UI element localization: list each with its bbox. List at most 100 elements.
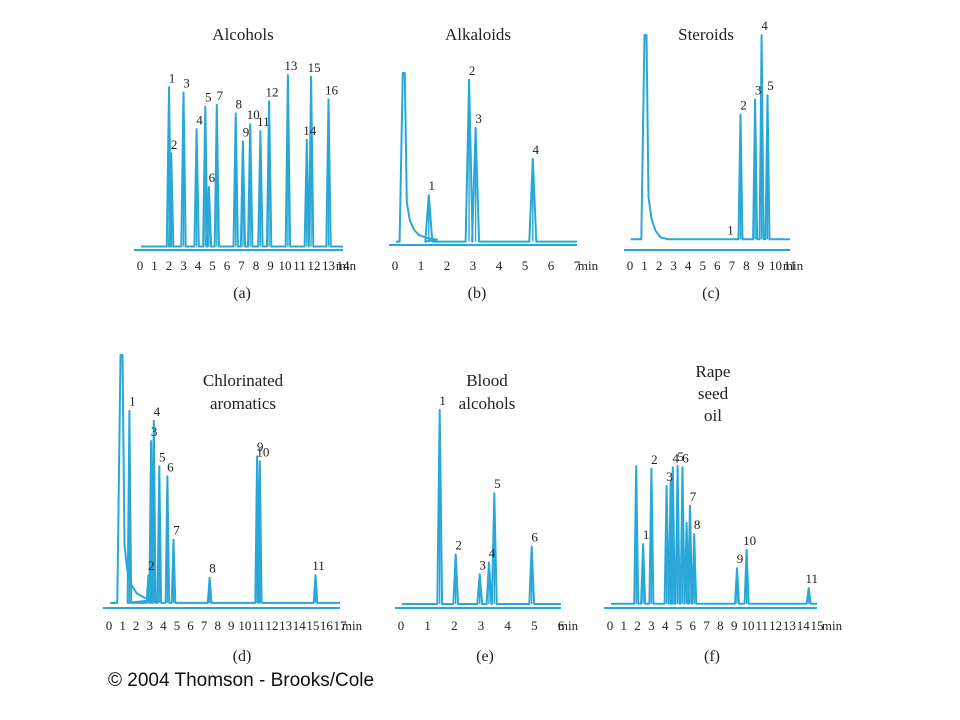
peak-label-2: 2 (171, 137, 178, 152)
x-tick-label: 10 (238, 618, 251, 633)
peak-label-2: 2 (455, 538, 462, 553)
chart-title-line: Chlorinated (203, 371, 284, 390)
peak-label-2: 2 (651, 452, 658, 467)
peak-label-3: 3 (475, 111, 482, 126)
peak-label-2: 2 (148, 558, 155, 573)
peak-label-5: 5 (205, 90, 212, 105)
peak-label-9: 9 (737, 551, 744, 566)
x-tick-label: 6 (714, 258, 721, 273)
panel-label: (d) (233, 648, 252, 665)
peak-label-1: 1 (439, 393, 446, 408)
x-tick-label: 4 (195, 258, 202, 273)
x-tick-label: 11 (293, 258, 306, 273)
copyright-notice: © 2004 Thomson - Brooks/Cole (108, 670, 375, 691)
x-tick-label: 13 (783, 618, 796, 633)
peak-label-5: 5 (494, 476, 501, 491)
peak-label-1: 1 (727, 222, 734, 237)
x-axis-unit: min (578, 258, 599, 273)
x-tick-label: 12 (266, 618, 279, 633)
x-tick-label: 16 (320, 618, 334, 633)
x-tick-label: 8 (214, 618, 221, 633)
chromatogram-trace (611, 465, 817, 605)
x-tick-label: 5 (522, 258, 529, 273)
peak-label-1: 1 (129, 394, 136, 409)
x-tick-label: 4 (160, 618, 167, 633)
x-tick-label: 9 (228, 618, 235, 633)
peak-label-11: 11 (805, 571, 818, 586)
x-tick-label: 2 (634, 618, 641, 633)
peak-label-10: 10 (256, 444, 269, 459)
x-tick-label: 14 (337, 258, 351, 273)
x-tick-label: 2 (656, 258, 663, 273)
chart-title-line: alcohols (459, 394, 516, 413)
x-tick-label: 11 (756, 618, 769, 633)
peak-label-4: 4 (489, 545, 496, 560)
chart-title-line: seed (698, 384, 729, 403)
peak-label-10: 10 (247, 107, 260, 122)
chart-title-line: Alcohols (212, 25, 273, 44)
peak-label-8: 8 (209, 561, 216, 576)
x-tick-label: 7 (238, 258, 245, 273)
peak-label-7: 7 (690, 489, 697, 504)
x-tick-label: 3 (478, 618, 485, 633)
peak-label-6: 6 (167, 459, 174, 474)
peak-label-2: 2 (469, 63, 476, 78)
x-tick-label: 0 (607, 618, 614, 633)
x-tick-label: 1 (151, 258, 158, 273)
peak-label-1: 1 (169, 70, 176, 85)
x-tick-label: 13 (279, 618, 292, 633)
peak-label-9: 9 (243, 125, 250, 140)
x-axis-unit: min (558, 618, 579, 633)
chromatogram-trace (395, 72, 577, 243)
x-tick-label: 11 (784, 258, 797, 273)
peak-label-5: 5 (159, 449, 166, 464)
peak-label-8: 8 (235, 97, 242, 112)
peak-label-4: 4 (196, 112, 203, 127)
panel-label: (b) (468, 285, 487, 302)
peak-label-3: 3 (666, 469, 673, 484)
x-tick-label: 3 (180, 258, 187, 273)
chart-title-line: Blood (466, 371, 508, 390)
peak-label-3: 3 (479, 557, 486, 572)
chart-title-line: Alkaloids (445, 25, 511, 44)
peak-label-2: 2 (740, 98, 747, 113)
peak-label-5: 5 (677, 449, 684, 464)
peak-label-13: 13 (284, 58, 297, 73)
x-tick-label: 7 (201, 618, 208, 633)
x-tick-label: 0 (137, 258, 144, 273)
x-tick-label: 1 (119, 618, 126, 633)
x-tick-label: 3 (670, 258, 677, 273)
x-tick-label: 2 (166, 258, 173, 273)
x-axis-unit: min (783, 258, 804, 273)
x-tick-label: 8 (253, 258, 260, 273)
x-axis-unit: min (336, 258, 357, 273)
x-tick-label: 3 (147, 618, 154, 633)
peak-label-7: 7 (217, 88, 224, 103)
chart-title-line: Steroids (678, 25, 734, 44)
panel-label: (e) (476, 648, 494, 665)
x-tick-label: 15 (811, 618, 824, 633)
x-tick-label: 12 (308, 258, 321, 273)
x-tick-label: 5 (174, 618, 181, 633)
x-axis-unit: min (822, 618, 843, 633)
x-tick-label: 3 (648, 618, 655, 633)
peak-label-1: 1 (643, 527, 650, 542)
peak-label-6: 6 (682, 450, 689, 465)
x-tick-label: 6 (548, 258, 555, 273)
peak-label-6: 6 (531, 530, 538, 545)
peak-label-5: 5 (767, 78, 774, 93)
chromatogram-trace (401, 409, 561, 605)
peak-label-11: 11 (257, 114, 270, 129)
x-tick-label: 7 (729, 258, 736, 273)
peak-label-3: 3 (183, 76, 190, 91)
x-tick-label: 0 (627, 258, 634, 273)
peak-label-16: 16 (325, 83, 339, 98)
x-tick-label: 8 (743, 258, 750, 273)
